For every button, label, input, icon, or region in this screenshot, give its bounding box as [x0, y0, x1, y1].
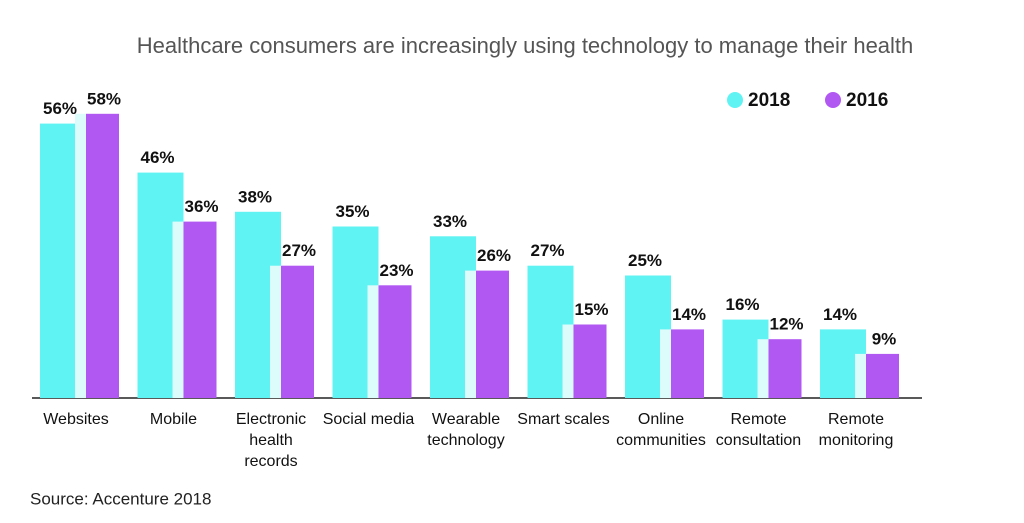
data-label: 46%: [140, 148, 174, 167]
x-tick-label: Social media: [322, 411, 415, 428]
bar: [671, 329, 704, 398]
x-tick-label: Remote monitoring: [818, 411, 894, 449]
data-label: 27%: [282, 241, 316, 260]
source: Source: Accenture 2018: [30, 489, 211, 508]
bar-shadow: [465, 270, 476, 398]
chart-title: Healthcare consumers are increasingly us…: [137, 33, 914, 58]
bar: [86, 113, 119, 399]
legend-swatch: [727, 92, 743, 108]
bar: [183, 221, 217, 398]
bar-shadow: [270, 265, 281, 398]
x-tick-label: Remote consultation: [715, 411, 802, 449]
data-label: 35%: [335, 202, 369, 221]
data-label: 25%: [628, 251, 662, 270]
x-tick-label: Online communities: [616, 411, 706, 449]
data-label: 9%: [872, 329, 897, 348]
data-label: 27%: [530, 241, 564, 260]
bar-shadow: [172, 221, 184, 398]
bar: [476, 270, 509, 398]
data-label: 56%: [43, 99, 77, 118]
bar: [768, 339, 802, 398]
bar: [866, 353, 899, 398]
data-label: 33%: [433, 212, 467, 231]
x-tick-label: Websites: [43, 411, 109, 428]
legend-swatch: [825, 92, 841, 108]
bar-shadow: [757, 339, 769, 398]
bar-shadow: [660, 329, 671, 398]
data-label: 15%: [574, 300, 608, 319]
legend-label: 2016: [846, 90, 888, 111]
bar: [281, 265, 314, 398]
data-label: 12%: [769, 315, 803, 334]
data-label: 36%: [184, 197, 218, 216]
data-label: 23%: [379, 261, 413, 280]
legend-label: 2018: [748, 90, 790, 111]
x-tick-label: Electronic health records: [235, 411, 307, 470]
data-label: 38%: [238, 187, 272, 206]
bar: [378, 285, 412, 398]
bar-shadow: [75, 113, 86, 399]
data-label: 26%: [477, 246, 511, 265]
x-tick-label: Smart scales: [517, 411, 610, 428]
bar-shadow: [367, 285, 379, 398]
x-tick-label: Mobile: [149, 411, 198, 428]
data-label: 58%: [87, 89, 121, 108]
x-tick-label: Wearable technology: [427, 411, 505, 449]
bar-shadow: [855, 353, 866, 398]
bar: [573, 324, 607, 398]
data-label: 14%: [823, 305, 857, 324]
bar-shadow: [562, 324, 574, 398]
data-label: 14%: [672, 305, 706, 324]
data-label: 16%: [725, 295, 759, 314]
